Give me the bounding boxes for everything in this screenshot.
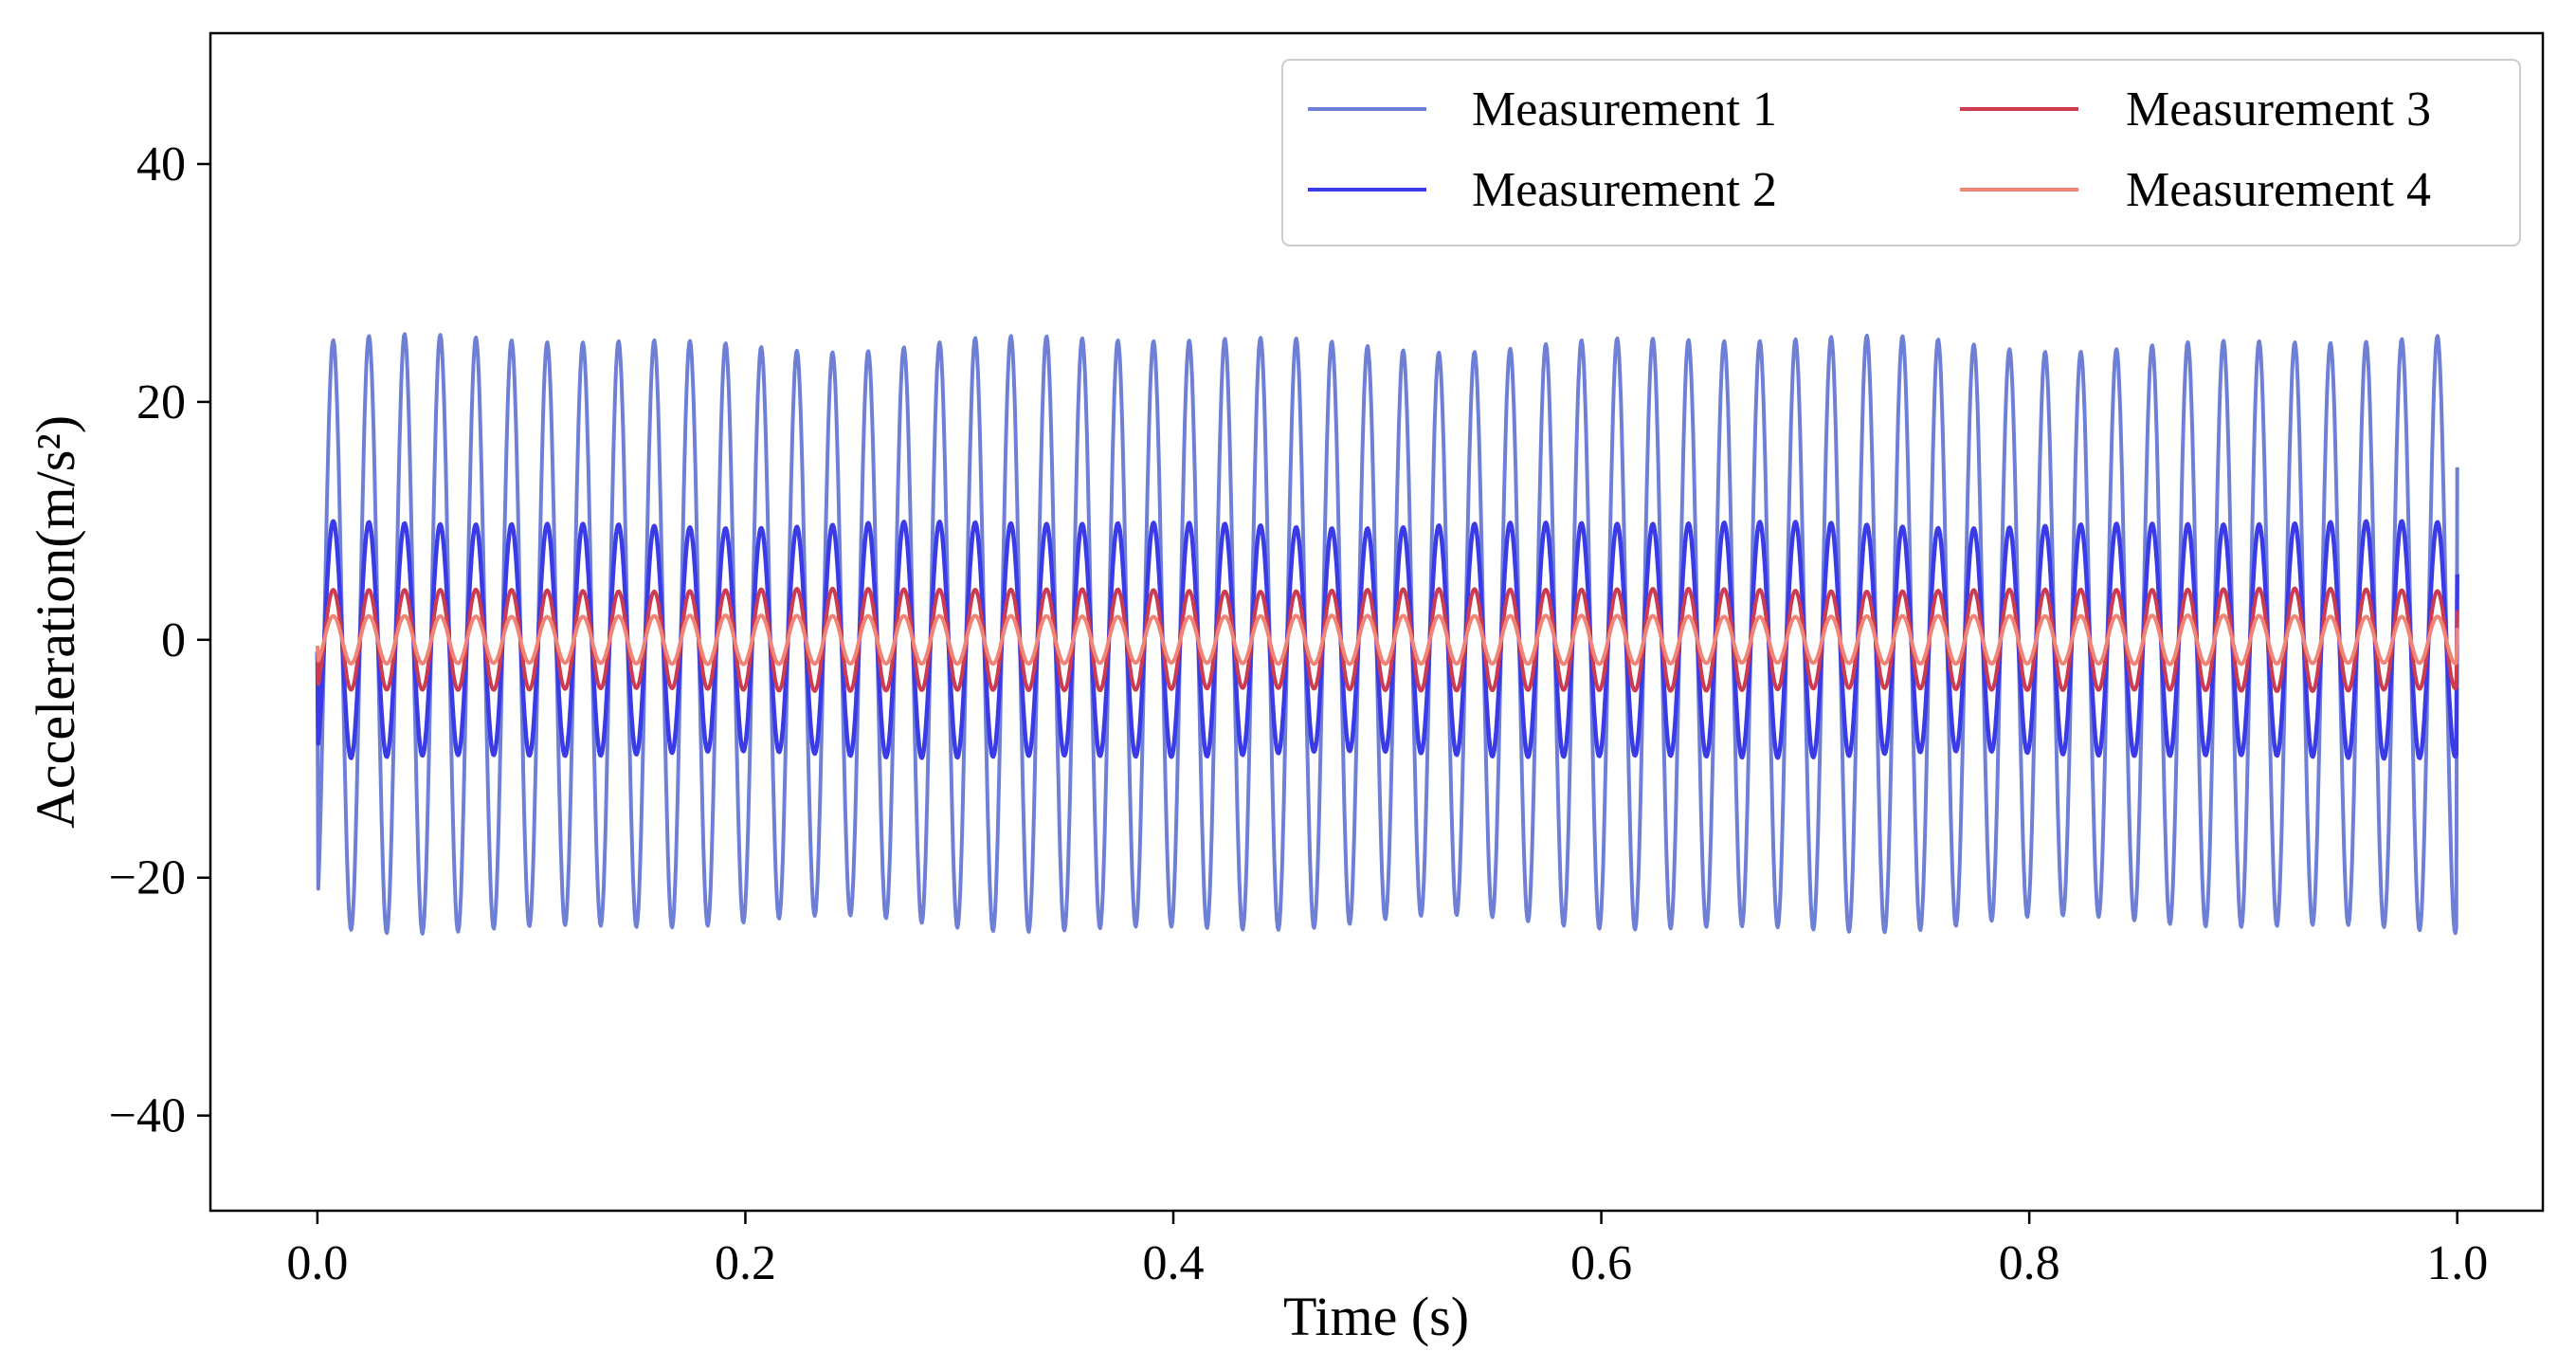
legend-label-measurement-3: Measurement 3 bbox=[2126, 82, 2431, 137]
series-layer bbox=[315, 332, 2459, 936]
x-tick-label: 0.8 bbox=[1999, 1236, 2060, 1290]
legend: Measurement 1 Measurement 2 Measurement … bbox=[1281, 59, 2521, 247]
x-tick-label: 0.0 bbox=[286, 1236, 348, 1290]
plot-frame bbox=[209, 31, 2545, 1213]
y-axis: −40 −20 0 20 40 bbox=[109, 137, 210, 1143]
x-tick-label: 0.2 bbox=[715, 1236, 776, 1290]
y-tick-label: 20 bbox=[136, 375, 186, 429]
series-line-measurement-1 bbox=[315, 332, 2459, 936]
y-tick-label: −40 bbox=[109, 1089, 186, 1143]
series-line-measurement-3 bbox=[315, 586, 2459, 693]
legend-label-measurement-1: Measurement 1 bbox=[1472, 82, 1777, 137]
y-axis-title: Acceleration(m/s²) bbox=[25, 415, 86, 829]
y-tick-label: −20 bbox=[109, 851, 186, 905]
series-line-measurement-4 bbox=[315, 613, 2459, 667]
legend-label-measurement-2: Measurement 2 bbox=[1472, 163, 1777, 217]
x-axis: 0.0 0.2 0.4 0.6 0.8 1.0 bbox=[286, 1211, 2488, 1290]
legend-label-measurement-4: Measurement 4 bbox=[2126, 163, 2431, 217]
x-axis-title: Time (s) bbox=[1283, 1286, 1469, 1347]
y-tick-label: 0 bbox=[161, 613, 186, 667]
legend-box bbox=[1281, 59, 2521, 247]
x-tick-label: 0.4 bbox=[1143, 1236, 1205, 1290]
y-tick-label: 40 bbox=[136, 137, 186, 192]
x-tick-label: 1.0 bbox=[2426, 1236, 2488, 1290]
series-line-measurement-2 bbox=[315, 519, 2459, 761]
x-tick-label: 0.6 bbox=[1570, 1236, 1632, 1290]
